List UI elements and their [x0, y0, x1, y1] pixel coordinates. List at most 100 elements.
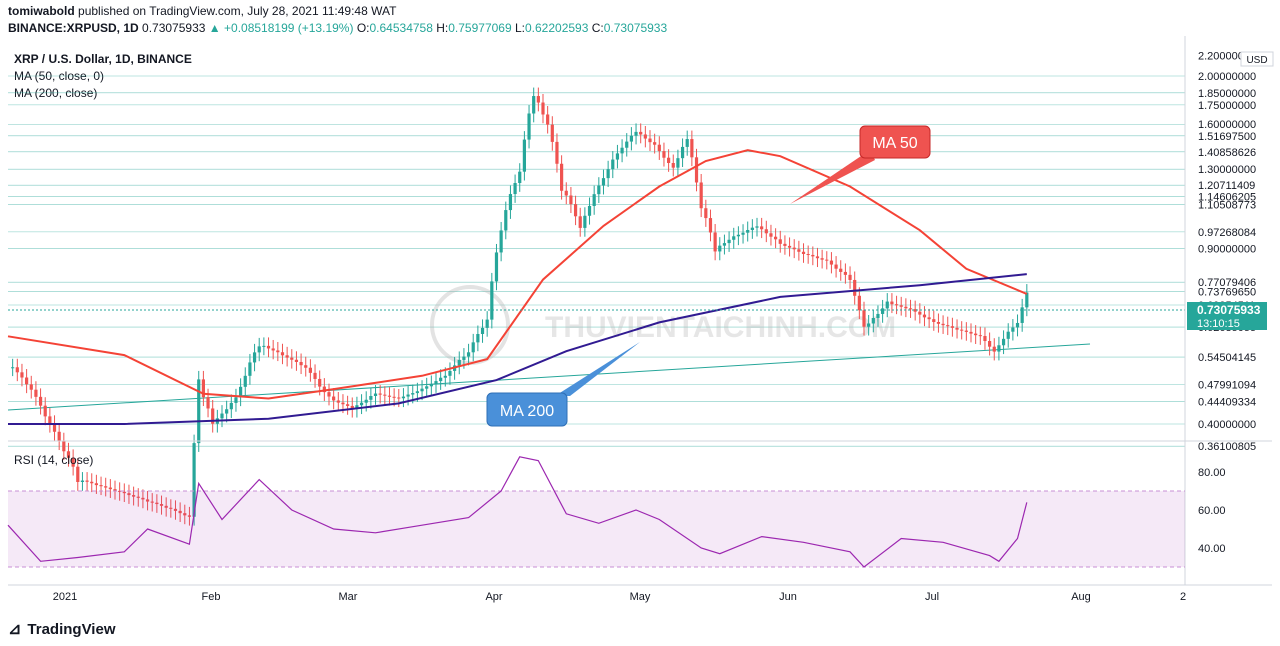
- candle-body: [355, 405, 359, 409]
- time-label: Jun: [779, 591, 797, 603]
- currency-label: USD: [1246, 55, 1267, 66]
- candle-body: [955, 327, 959, 330]
- candle-body: [657, 144, 661, 152]
- candle-body: [80, 480, 85, 482]
- candle-body: [466, 352, 471, 357]
- candle-body: [718, 245, 722, 252]
- candle-body: [815, 256, 820, 259]
- close-label: C:: [591, 21, 604, 35]
- candle-body: [760, 226, 764, 230]
- tradingview-brand[interactable]: ⊿ TradingView: [8, 619, 116, 639]
- candle-body: [76, 466, 80, 482]
- candle-body: [755, 226, 759, 228]
- candle-body: [201, 379, 205, 398]
- tradingview-logo-icon: ⊿: [8, 621, 22, 638]
- candle-body: [713, 232, 717, 252]
- candle-body: [392, 396, 396, 398]
- candle-body: [848, 274, 852, 280]
- watermark: THUVIENTAICHINH.COM: [430, 285, 896, 365]
- candle-body: [969, 331, 973, 334]
- candle-body: [606, 169, 610, 179]
- candle-body: [960, 329, 964, 331]
- rsi-legend[interactable]: RSI (14, close): [14, 453, 94, 467]
- candle-body: [197, 379, 201, 444]
- candle-body: [504, 210, 508, 231]
- candle-body: [792, 247, 796, 250]
- rsi-band: [8, 491, 1185, 567]
- price-chart[interactable]: THUVIENTAICHINH.COM MA 50 MA 200 2.20000…: [0, 36, 1280, 646]
- candle-body: [825, 259, 829, 261]
- high-label: H:: [436, 21, 449, 35]
- candle-body: [787, 245, 792, 248]
- candle-body: [462, 356, 466, 360]
- candle-body: [890, 301, 894, 305]
- price-label: 0.97268084: [1198, 227, 1256, 239]
- price-label: 1.20711409: [1198, 180, 1255, 192]
- candle-body: [829, 260, 834, 265]
- candle-body: [1020, 307, 1024, 323]
- candle-body: [764, 229, 768, 234]
- time-label: Apr: [485, 591, 502, 603]
- candle-body: [94, 483, 98, 486]
- candle-body: [415, 391, 419, 394]
- candle-body: [20, 372, 24, 378]
- candle-body: [908, 308, 913, 310]
- price-change: +0.08518199 (+13.19%): [224, 21, 354, 35]
- time-label: Aug: [1071, 591, 1091, 603]
- candle-body: [648, 138, 652, 143]
- last-price: 0.73075933: [142, 21, 206, 35]
- candle-body: [359, 402, 364, 406]
- candle-body: [57, 431, 61, 442]
- candle-body: [978, 335, 982, 337]
- candle-body: [750, 227, 754, 231]
- candle-body: [262, 345, 266, 347]
- candle-body: [853, 279, 857, 296]
- candle-body: [38, 396, 43, 406]
- candle-body: [894, 304, 899, 306]
- candle-body: [811, 254, 815, 257]
- candle-body: [364, 399, 368, 403]
- current-price-value: 0.73075933: [1197, 303, 1261, 317]
- candle-body: [448, 370, 452, 376]
- time-label: May: [630, 591, 651, 603]
- ma50-callout-label: MA 50: [872, 135, 917, 152]
- ma200-callout-pointer: [555, 342, 640, 396]
- candle-body: [145, 499, 150, 502]
- candle-body: [169, 507, 173, 509]
- candle-body: [922, 314, 927, 318]
- candle-body: [573, 204, 578, 217]
- candle-body: [494, 252, 499, 282]
- candle-body: [15, 367, 19, 373]
- candle-body: [499, 230, 503, 253]
- candle-body: [904, 306, 908, 309]
- price-label: 1.40858626: [1198, 147, 1256, 159]
- candle-body: [839, 268, 843, 272]
- candle-body: [983, 336, 987, 342]
- candle-body: [34, 389, 38, 397]
- candle-body: [1015, 322, 1020, 328]
- candle-body: [122, 491, 126, 494]
- candle-body: [857, 295, 861, 311]
- candle-body: [583, 215, 587, 228]
- candle-body: [522, 139, 526, 172]
- candle-body: [685, 139, 689, 147]
- open-value: 0.64534758: [369, 21, 433, 35]
- candle-body: [52, 423, 57, 432]
- chart-title[interactable]: XRP / U.S. Dollar, 1D, BINANCE: [14, 52, 192, 66]
- candle-body: [941, 323, 945, 326]
- low-value: 0.62202593: [525, 21, 589, 35]
- current-price-badge: [1187, 302, 1267, 330]
- candle-body: [271, 348, 275, 351]
- currency-box: [1240, 51, 1274, 67]
- price-label: 1.10508773: [1198, 199, 1256, 211]
- candle-body: [532, 96, 536, 114]
- candle-body: [378, 393, 382, 395]
- candle-body: [536, 96, 540, 103]
- publisher-name: tomiwabold: [8, 4, 75, 18]
- candle-body: [108, 487, 112, 490]
- candle-body: [429, 383, 433, 387]
- candle-body: [885, 301, 889, 309]
- candle-body: [280, 352, 285, 356]
- price-label: 0.54504145: [1198, 352, 1256, 364]
- price-axis-labels: 2.200000002.000000001.850000001.75000000…: [1198, 50, 1256, 453]
